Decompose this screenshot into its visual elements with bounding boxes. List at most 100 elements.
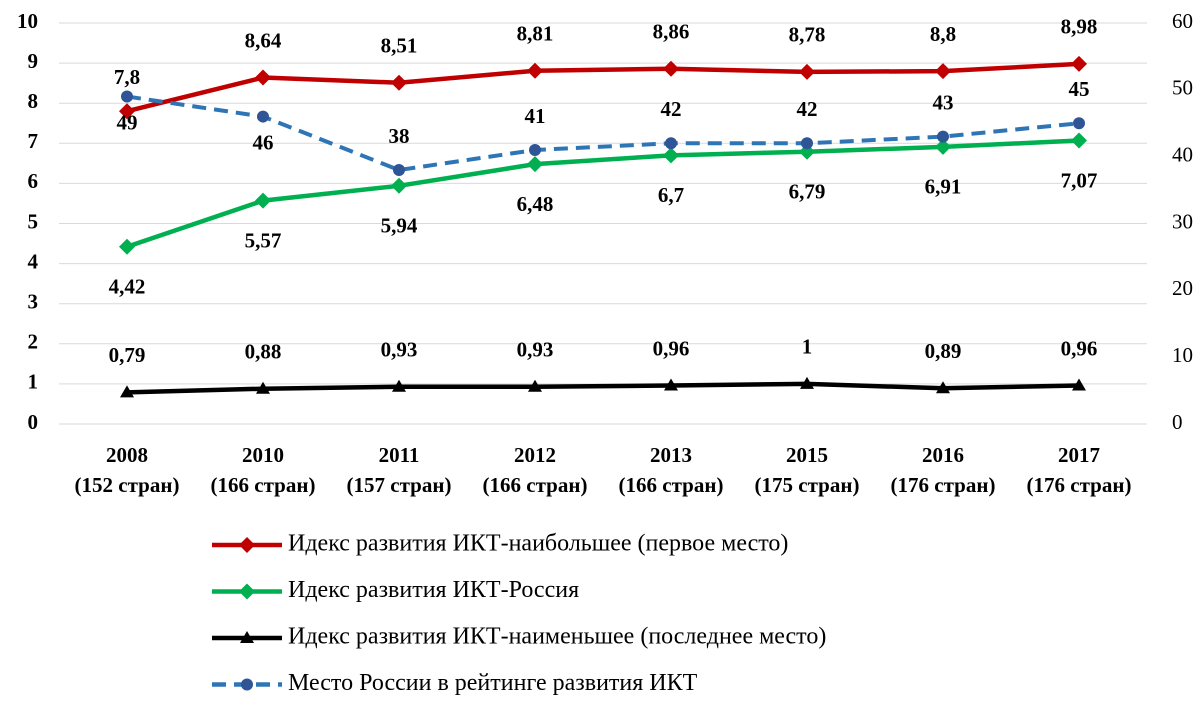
y-tick-label: 1 xyxy=(28,370,39,394)
x-tick-label: (175 стран) xyxy=(755,473,860,497)
data-point xyxy=(527,156,543,173)
data-label: 42 xyxy=(661,97,682,121)
data-point xyxy=(120,385,134,398)
data-point xyxy=(1071,55,1087,72)
data-point xyxy=(527,62,543,79)
y-tick-label: 5 xyxy=(28,209,39,233)
data-label: 4,42 xyxy=(109,275,146,299)
y-tick-label: 4 xyxy=(28,249,39,273)
data-label: 6,91 xyxy=(925,175,962,199)
x-tick-label: 2010 xyxy=(242,443,284,467)
data-label: 0,93 xyxy=(517,338,554,362)
data-label: 8,98 xyxy=(1061,15,1098,39)
data-point xyxy=(1071,132,1087,149)
data-point xyxy=(663,147,679,164)
data-label: 8,81 xyxy=(517,22,554,46)
legend-label: Идекс развития ИКТ-Россия xyxy=(288,577,579,603)
x-tick-label: (176 стран) xyxy=(1027,473,1132,497)
x-tick-label: 2012 xyxy=(514,443,556,467)
x-tick-label: 2015 xyxy=(786,443,828,467)
data-point xyxy=(800,376,814,389)
legend-label: Место России в рейтинге развития ИКТ xyxy=(288,670,698,696)
data-point xyxy=(121,90,133,103)
x-tick-label: (157 стран) xyxy=(347,473,452,497)
x-tick-label: 2017 xyxy=(1058,443,1100,467)
y-tick-label: 7 xyxy=(28,129,39,153)
series-line xyxy=(126,94,1080,173)
data-label: 8,8 xyxy=(930,22,956,46)
data-label: 7,07 xyxy=(1061,168,1098,192)
data-point xyxy=(801,137,813,150)
data-label: 1 xyxy=(802,335,813,359)
legend-label: Идекс развития ИКТ-наибольшее (первое ме… xyxy=(288,531,788,557)
data-point xyxy=(664,378,678,391)
data-point xyxy=(937,130,949,143)
legend-marker xyxy=(239,583,255,600)
y2-tick-label: 0 xyxy=(1172,410,1183,434)
y-tick-label: 10 xyxy=(17,9,38,33)
data-label: 0,93 xyxy=(381,338,418,362)
data-label: 7,8 xyxy=(114,65,140,89)
data-point xyxy=(799,63,815,80)
data-label: 45 xyxy=(1069,77,1090,101)
y2-tick-label: 50 xyxy=(1172,76,1193,100)
data-label: 6,79 xyxy=(789,180,826,204)
data-label: 6,48 xyxy=(517,192,554,216)
data-point xyxy=(935,63,951,80)
y-tick-label: 0 xyxy=(28,410,39,434)
y-tick-label: 6 xyxy=(28,169,39,193)
data-label: 5,57 xyxy=(245,228,282,252)
x-tick-label: (166 стран) xyxy=(619,473,724,497)
data-point xyxy=(1072,378,1086,391)
data-point xyxy=(255,69,271,86)
data-label: 41 xyxy=(525,104,546,128)
data-point xyxy=(119,103,135,120)
x-tick-label: (152 стран) xyxy=(75,473,180,497)
data-label: 5,94 xyxy=(381,214,418,238)
data-point xyxy=(935,138,951,155)
data-label: 0,96 xyxy=(653,336,690,360)
series-line xyxy=(126,381,1080,395)
data-point xyxy=(936,381,950,394)
data-label: 0,89 xyxy=(925,339,962,363)
data-point xyxy=(528,379,542,392)
y2-tick-label: 60 xyxy=(1172,9,1193,33)
x-tick-label: (176 стран) xyxy=(891,473,996,497)
data-point xyxy=(391,74,407,91)
series-line xyxy=(126,61,1080,114)
data-point xyxy=(391,177,407,194)
data-point xyxy=(1073,117,1085,130)
data-point xyxy=(256,381,270,394)
data-label: 42 xyxy=(797,97,818,121)
y2-tick-label: 10 xyxy=(1172,343,1193,367)
legend-marker xyxy=(239,537,255,553)
legend-marker xyxy=(241,678,253,691)
y-tick-label: 8 xyxy=(28,89,39,113)
data-label: 8,86 xyxy=(653,20,690,44)
data-label: 0,88 xyxy=(245,340,282,364)
data-point xyxy=(257,110,269,123)
data-label: 8,51 xyxy=(381,34,418,58)
data-label: 8,78 xyxy=(789,23,826,47)
data-point xyxy=(392,379,406,392)
y-tick-label: 3 xyxy=(28,290,39,314)
y2-tick-label: 20 xyxy=(1172,276,1193,300)
data-label: 43 xyxy=(933,90,954,114)
x-tick-label: (166 стран) xyxy=(211,473,316,497)
data-label: 8,64 xyxy=(245,28,282,52)
legend-label: Идекс развития ИКТ-наименьшее (последнее… xyxy=(288,624,826,650)
y-tick-label: 9 xyxy=(28,49,39,73)
data-point xyxy=(663,60,679,77)
data-label: 46 xyxy=(253,130,274,154)
data-point xyxy=(119,238,135,255)
data-label: 38 xyxy=(389,124,410,148)
x-tick-label: 2013 xyxy=(650,443,692,467)
x-tick-label: 2016 xyxy=(922,443,964,467)
x-tick-label: 2011 xyxy=(379,443,420,467)
series-line xyxy=(126,138,1080,249)
data-point xyxy=(255,192,271,209)
y2-tick-label: 30 xyxy=(1172,209,1193,233)
data-point xyxy=(665,137,677,150)
data-point xyxy=(393,164,405,177)
